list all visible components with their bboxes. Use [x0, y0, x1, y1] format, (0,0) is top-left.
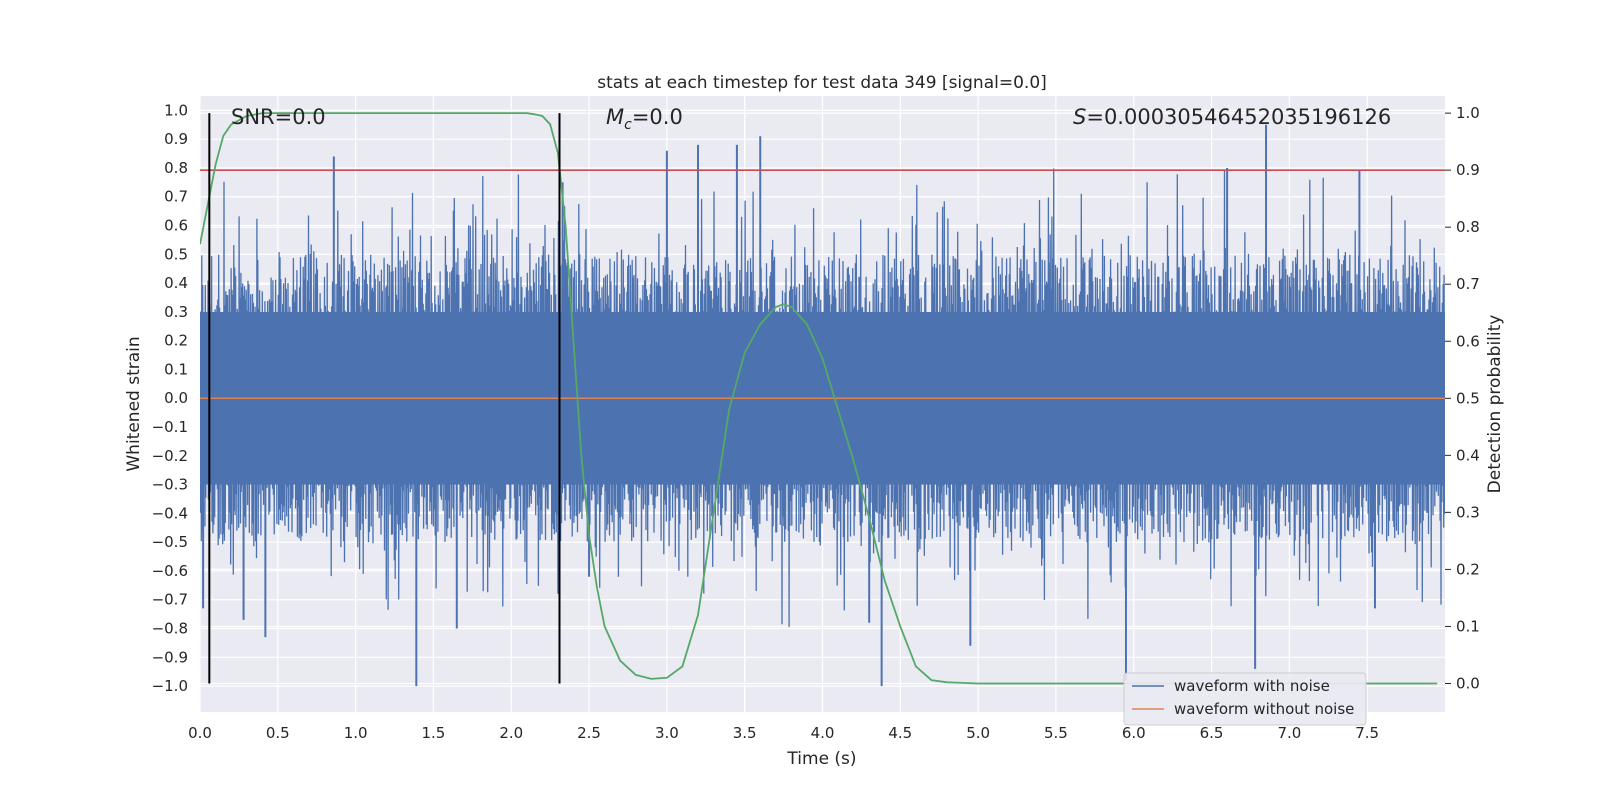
x-tick-label: 0.5: [266, 724, 290, 742]
mc-symbol: M: [606, 105, 624, 129]
y-tick-label-right: 0.3: [1456, 503, 1480, 521]
y-tick-label-left: 0.5: [164, 245, 188, 263]
series-detection-probability: [200, 112, 1438, 685]
y-tick-label-right: 0.7: [1456, 275, 1480, 293]
y-tick-label-left: 0.6: [164, 217, 188, 235]
y-tick-label-left: 0.3: [164, 303, 188, 321]
y-tick-label-right: 0.5: [1456, 389, 1480, 407]
x-tick-label: 2.5: [577, 724, 601, 742]
x-tick-label: 3.0: [655, 724, 679, 742]
x-tick-label: 7.0: [1277, 724, 1301, 742]
s-symbol: S: [1073, 105, 1086, 129]
chart-title: stats at each timestep for test data 349…: [597, 73, 1047, 93]
y-tick-label-right: 0.0: [1456, 674, 1480, 692]
y-axis-label-right: Detection probability: [1485, 315, 1505, 494]
mc-annotation: Mc=0.0: [606, 105, 683, 133]
legend-label-waveform-without-noise: waveform without noise: [1174, 700, 1354, 718]
s-value: =0.00030546452035196126: [1086, 105, 1391, 129]
y-tick-label-left: 0.8: [164, 159, 188, 177]
y-tick-label-right: 0.4: [1456, 446, 1480, 464]
y-tick-label-left: 0.2: [164, 332, 188, 350]
y-tick-label-right: 1.0: [1456, 104, 1480, 122]
legend: waveform with noise waveform without noi…: [1123, 672, 1367, 726]
series-layer: [200, 112, 1445, 687]
snr-annotation: SNR=0.0: [231, 105, 326, 129]
y-tick-label-left: 0.7: [164, 188, 188, 206]
y-tick-label-left: 0.9: [164, 130, 188, 148]
y-tick-label-left: −1.0: [152, 677, 188, 695]
y-tick-label-right: 0.9: [1456, 161, 1480, 179]
x-tick-label: 2.0: [499, 724, 523, 742]
x-tick-label: 4.5: [888, 724, 912, 742]
x-tick-label: 6.5: [1200, 724, 1224, 742]
s-annotation: S=0.00030546452035196126: [1073, 105, 1391, 129]
y-tick-label-left: 0.0: [164, 389, 188, 407]
y-tick-label-left: −0.7: [152, 591, 188, 609]
y-tick-label-left: −0.9: [152, 648, 188, 666]
y-tick-label-right: 0.2: [1456, 560, 1480, 578]
x-tick-label: 6.0: [1122, 724, 1146, 742]
x-tick-label: 7.5: [1355, 724, 1379, 742]
y-tick-label-right: 0.6: [1456, 332, 1480, 350]
y-tick-label-left: −0.3: [152, 476, 188, 494]
x-axis-label: Time (s): [786, 749, 856, 769]
y-tick-label-right: 0.8: [1456, 218, 1480, 236]
y-tick-label-right: 0.1: [1456, 617, 1480, 635]
mc-value: =0.0: [632, 105, 683, 129]
y-tick-label-left: 0.4: [164, 274, 188, 292]
mc-subscript: c: [624, 117, 632, 133]
y-tick-label-left: 0.1: [164, 360, 188, 378]
legend-label-waveform-with-noise: waveform with noise: [1174, 677, 1330, 695]
ticks: 0.0 0.5 1.0 1.5 2.0 2.5 3.0 3.5 4.0 4.5 5.0 5.5 6.0 6…: [152, 101, 1480, 742]
y-tick-label-left: −0.6: [152, 562, 188, 580]
y-tick-label-left: −0.8: [152, 620, 188, 638]
y-axis-label-left: Whitened strain: [124, 336, 144, 471]
y-tick-label-left: −0.5: [152, 533, 188, 551]
x-tick-label: 5.0: [966, 724, 990, 742]
y-tick-label-left: −0.2: [152, 447, 188, 465]
y-tick-label-left: −0.4: [152, 504, 188, 522]
x-tick-label: 3.5: [733, 724, 757, 742]
x-tick-label: 5.5: [1044, 724, 1068, 742]
x-tick-label: 1.0: [344, 724, 368, 742]
y-tick-label-left: 1.0: [164, 101, 188, 119]
y-tick-label-left: −0.1: [152, 418, 188, 436]
legend-box: [1123, 672, 1367, 726]
x-tick-label: 1.5: [422, 724, 446, 742]
x-tick-label: 0.0: [188, 724, 212, 742]
x-tick-label: 4.0: [811, 724, 835, 742]
